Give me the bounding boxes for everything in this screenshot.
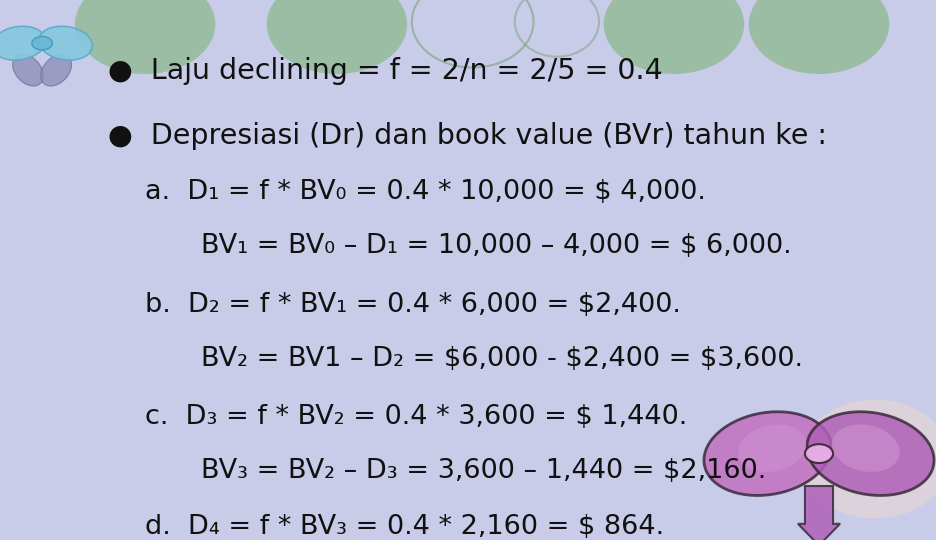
Ellipse shape	[41, 55, 71, 86]
Ellipse shape	[13, 55, 43, 86]
Ellipse shape	[75, 0, 215, 74]
Text: BV₁ = BV₀ – D₁ = 10,000 – 4,000 = $ 6,000.: BV₁ = BV₀ – D₁ = 10,000 – 4,000 = $ 6,00…	[201, 233, 792, 259]
Ellipse shape	[805, 444, 833, 463]
Text: ●  Depresiasi (Dr) dan book value (BVr) tahun ke :: ● Depresiasi (Dr) dan book value (BVr) t…	[108, 122, 826, 150]
Text: c.  D₃ = f * BV₂ = 0.4 * 3,600 = $ 1,440.: c. D₃ = f * BV₂ = 0.4 * 3,600 = $ 1,440.	[145, 404, 687, 430]
Text: a.  D₁ = f * BV₀ = 0.4 * 10,000 = $ 4,000.: a. D₁ = f * BV₀ = 0.4 * 10,000 = $ 4,000…	[145, 179, 706, 205]
Ellipse shape	[32, 36, 52, 50]
Ellipse shape	[749, 0, 889, 74]
Ellipse shape	[38, 26, 93, 60]
Ellipse shape	[800, 400, 936, 518]
Text: b.  D₂ = f * BV₁ = 0.4 * 6,000 = $2,400.: b. D₂ = f * BV₁ = 0.4 * 6,000 = $2,400.	[145, 292, 681, 318]
Ellipse shape	[704, 411, 831, 496]
Text: d.  D₄ = f * BV₃ = 0.4 * 2,160 = $ 864.: d. D₄ = f * BV₃ = 0.4 * 2,160 = $ 864.	[145, 514, 665, 540]
Ellipse shape	[807, 411, 934, 496]
Ellipse shape	[739, 424, 806, 472]
Ellipse shape	[0, 26, 46, 60]
Text: BV₂ = BV1 – D₂ = $6,000 - $2,400 = $3,600.: BV₂ = BV1 – D₂ = $6,000 - $2,400 = $3,60…	[201, 346, 803, 372]
Text: ●  Laju declining = f = 2/n = 2/5 = 0.4: ● Laju declining = f = 2/n = 2/5 = 0.4	[108, 57, 663, 85]
Ellipse shape	[604, 0, 744, 74]
Ellipse shape	[832, 424, 899, 472]
Text: BV₃ = BV₂ – D₃ = 3,600 – 1,440 = $2,160.: BV₃ = BV₂ – D₃ = 3,600 – 1,440 = $2,160.	[201, 458, 767, 484]
FancyArrow shape	[798, 486, 841, 540]
Ellipse shape	[267, 0, 407, 74]
